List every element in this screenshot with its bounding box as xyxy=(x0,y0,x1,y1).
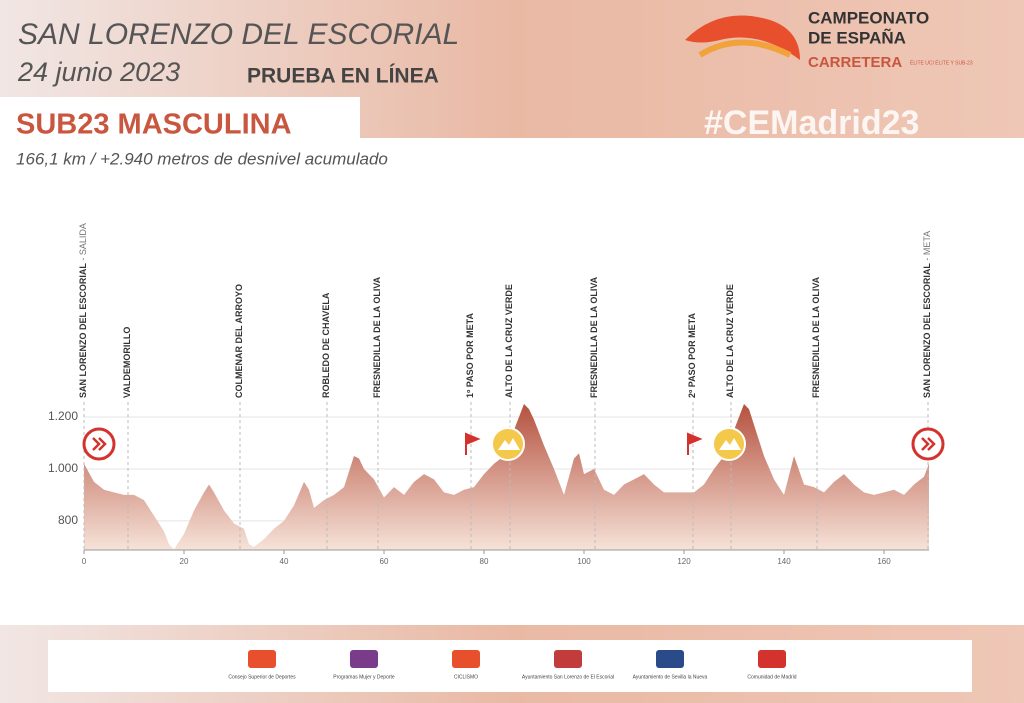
sponsor-name: Ayuntamiento San Lorenzo de El Escorial xyxy=(522,674,614,680)
waypoint-label: FRESNEDILLA DE LA OLIVA xyxy=(811,276,821,398)
logo-text: CARRETERA xyxy=(808,54,902,71)
waypoint-name: ALTO DE LA CRUZ VERDE xyxy=(504,284,514,398)
flag-icon xyxy=(687,432,703,455)
icon-glyph xyxy=(719,438,741,450)
hashtag: #CEMadrid23 xyxy=(704,104,919,142)
x-tick-label: 0 xyxy=(82,557,87,566)
logo-text: DE ESPAÑA xyxy=(808,27,906,47)
y-tick-label: 1.000 xyxy=(48,461,78,475)
waypoint-label: 2º PASO POR META xyxy=(687,313,697,398)
sponsor-name: Ayuntamiento de Sevilla la Nueva xyxy=(633,674,708,680)
waypoint-name: FRESNEDILLA DE LA OLIVA xyxy=(589,276,599,398)
waypoint-label: ALTO DE LA CRUZ VERDE xyxy=(725,284,735,398)
logo-text: CAMPEONATO xyxy=(808,8,929,27)
waypoint-label: ALTO DE LA CRUZ VERDE xyxy=(504,284,514,398)
sponsor-name: Programas Mujer y Deporte xyxy=(333,674,395,680)
waypoint-label: SAN LORENZO DEL ESCORIAL - SALIDA xyxy=(78,223,88,398)
waypoint-label: VALDEMORILLO xyxy=(122,327,132,398)
sponsor-bar xyxy=(48,640,972,692)
event: PRUEBA EN LÍNEA xyxy=(247,65,439,88)
waypoint-label: COLMENAR DEL ARROYO xyxy=(234,284,244,398)
logo-small: ÉLITE UCI ÉLITE Y SUB-23 xyxy=(910,59,973,66)
icon-glyph xyxy=(498,438,520,450)
logo-swoosh xyxy=(698,39,792,58)
sponsor-logo xyxy=(248,650,276,668)
x-tick-label: 160 xyxy=(877,557,891,566)
waypoint-name: 1º PASO POR META xyxy=(465,313,475,398)
waypoint-name: 2º PASO POR META xyxy=(687,313,697,398)
sponsor-logo xyxy=(656,650,684,668)
waypoint-name: SAN LORENZO DEL ESCORIAL xyxy=(78,263,88,398)
icon-glyph xyxy=(92,437,107,451)
waypoint-label: SAN LORENZO DEL ESCORIAL - META xyxy=(922,231,932,398)
x-tick-label: 60 xyxy=(380,557,389,566)
waypoint-label: FRESNEDILLA DE LA OLIVA xyxy=(372,276,382,398)
waypoint-label: 1º PASO POR META xyxy=(465,313,475,398)
elevation-area xyxy=(84,403,929,550)
x-tick-label: 140 xyxy=(777,557,791,566)
waypoint-name: FRESNEDILLA DE LA OLIVA xyxy=(811,276,821,398)
x-tick-label: 20 xyxy=(180,557,189,566)
sponsor-logo xyxy=(350,650,378,668)
x-tick-label: 120 xyxy=(677,557,691,566)
flag-icon xyxy=(465,432,481,455)
place: SAN LORENZO DEL ESCORIAL xyxy=(18,18,459,51)
sponsor-logo xyxy=(758,650,786,668)
waypoint-label: FRESNEDILLA DE LA OLIVA xyxy=(589,276,599,398)
y-tick-label: 800 xyxy=(58,513,78,527)
waypoint-label: ROBLEDO DE CHAVELA xyxy=(321,292,331,398)
x-tick-label: 40 xyxy=(280,557,289,566)
sponsor-name: Consejo Superior de Deportes xyxy=(228,674,296,680)
x-tick-label: 80 xyxy=(480,557,489,566)
sponsor-name: CICLISMO xyxy=(454,674,478,680)
waypoint-name: COLMENAR DEL ARROYO xyxy=(234,284,244,398)
waypoint-name: ROBLEDO DE CHAVELA xyxy=(321,292,331,398)
waypoint-sub: - META xyxy=(922,231,932,263)
summary: 166,1 km / +2.940 metros de desnivel acu… xyxy=(16,149,388,168)
waypoint-name: VALDEMORILLO xyxy=(122,327,132,398)
date: 24 junio 2023 xyxy=(17,57,180,87)
waypoint-name: ALTO DE LA CRUZ VERDE xyxy=(725,284,735,398)
category-box xyxy=(0,97,360,138)
waypoint-name: SAN LORENZO DEL ESCORIAL xyxy=(922,263,932,398)
category: SUB23 MASCULINA xyxy=(16,109,292,141)
sponsor-logo xyxy=(452,650,480,668)
y-tick-label: 1.200 xyxy=(48,409,78,423)
icon-glyph xyxy=(921,437,936,451)
sponsors: Consejo Superior de Deportes Programas Mu… xyxy=(228,650,797,680)
waypoint-name: FRESNEDILLA DE LA OLIVA xyxy=(372,276,382,398)
waypoint-sub: - SALIDA xyxy=(78,223,88,263)
sponsor-logo xyxy=(554,650,582,668)
sponsor-name: Comunidad de Madrid xyxy=(747,674,796,680)
x-tick-label: 100 xyxy=(577,557,591,566)
logo-swoosh xyxy=(685,15,800,60)
